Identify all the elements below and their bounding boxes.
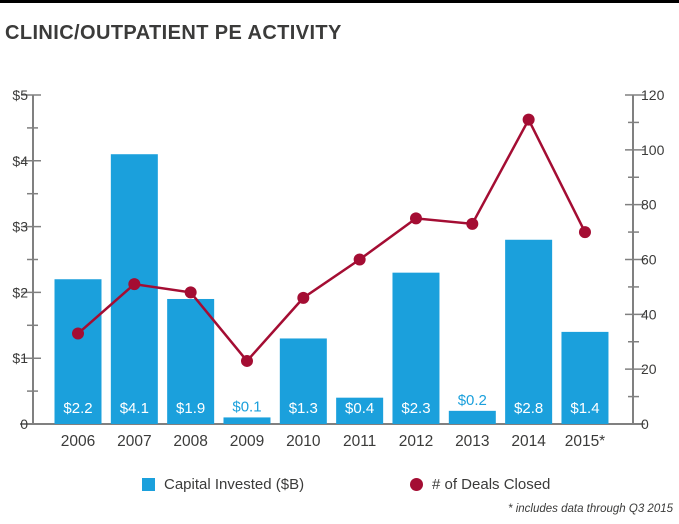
x-axis-category-label: 2010 (286, 433, 321, 450)
legend-item-deals-closed: # of Deals Closed (410, 476, 550, 493)
bar-value-label: $1.4 (570, 400, 599, 417)
bar-value-label: $2.8 (514, 400, 543, 417)
footnote: * includes data through Q3 2015 (508, 503, 673, 515)
bar-2012 (392, 272, 440, 424)
x-axis-category-label: 2009 (230, 433, 264, 450)
bar-2009 (223, 417, 271, 424)
deals-closed-point-2011 (353, 253, 366, 266)
legend-label-deals-closed: # of Deals Closed (432, 476, 551, 493)
bar-2006 (54, 279, 102, 424)
deals-closed-point-2012 (409, 212, 422, 225)
bar-2013 (448, 410, 496, 424)
right-axis-tick-label: 40 (641, 306, 657, 322)
bar-2010 (279, 338, 327, 424)
left-axis-tick-label: $1 (12, 350, 28, 366)
right-axis-tick-label: 100 (641, 142, 665, 158)
bar-2014 (505, 239, 553, 424)
deals-closed-point-2010 (297, 291, 310, 304)
x-axis-category-label: 2015* (565, 433, 606, 450)
deals-closed-point-2014 (522, 113, 535, 126)
bar-value-label: $0.2 (458, 392, 487, 409)
x-axis-category-label: 2011 (343, 433, 376, 450)
bar-value-label: $1.9 (176, 400, 205, 417)
right-axis-tick-label: 20 (641, 361, 657, 377)
bar-2015* (561, 331, 609, 424)
chart-title: CLINIC/OUTPATIENT PE ACTIVITY (5, 22, 342, 44)
left-axis-tick-label: $4 (12, 153, 28, 169)
clinic-outpatient-pe-activity-chart: $5 $4 $3 $2 $1 0 120 100 80 60 40 20 0 $2.2 $4.1 $1.9 $0… (12, 87, 665, 450)
deals-closed-point-2013 (466, 217, 479, 230)
bar-value-label: $0.4 (345, 400, 374, 417)
left-axis-tick-label: $3 (12, 219, 28, 235)
deals-closed-point-2009 (240, 354, 253, 367)
deals-closed-point-2006 (72, 327, 84, 340)
right-axis-tick-label: 60 (641, 252, 657, 268)
deals-closed-point-2007 (128, 278, 141, 291)
x-axis-category-label: 2014 (511, 433, 546, 450)
bar-value-label: $2.2 (63, 400, 92, 417)
bar-value-label: $4.1 (120, 400, 149, 417)
right-axis-tick-label: 120 (641, 87, 665, 103)
left-axis-tick-label: $2 (12, 284, 28, 300)
legend-item-capital-invested: Capital Invested ($B) (142, 476, 304, 493)
top-rule (0, 0, 679, 3)
deals-closed-line (77, 116, 587, 363)
legend-label-capital-invested: Capital Invested ($B) (164, 476, 305, 493)
bar-value-label: $2.3 (401, 400, 430, 417)
x-axis-category-label: 2007 (117, 433, 151, 450)
x-axis-category-label: 2006 (61, 433, 95, 450)
x-axis-category-label: 2013 (455, 433, 489, 450)
x-axis-category-label: 2008 (173, 433, 207, 450)
deals-closed-point-2015* (578, 226, 591, 239)
bar-2008 (167, 298, 215, 424)
x-axis-category-label: 2012 (399, 433, 433, 450)
bar-value-label: $0.1 (232, 398, 261, 415)
bar-value-label: $1.3 (289, 400, 318, 417)
deals-closed-point-2008 (184, 286, 197, 299)
bar-2011 (336, 397, 384, 424)
left-axis-tick-label: 0 (20, 416, 28, 432)
right-axis-tick-label: 0 (641, 416, 649, 432)
left-axis-tick-label: $5 (12, 87, 28, 103)
line-series-swatch-icon (410, 478, 423, 491)
bar-series-swatch-icon (142, 478, 155, 491)
right-axis-tick-label: 80 (641, 197, 657, 213)
